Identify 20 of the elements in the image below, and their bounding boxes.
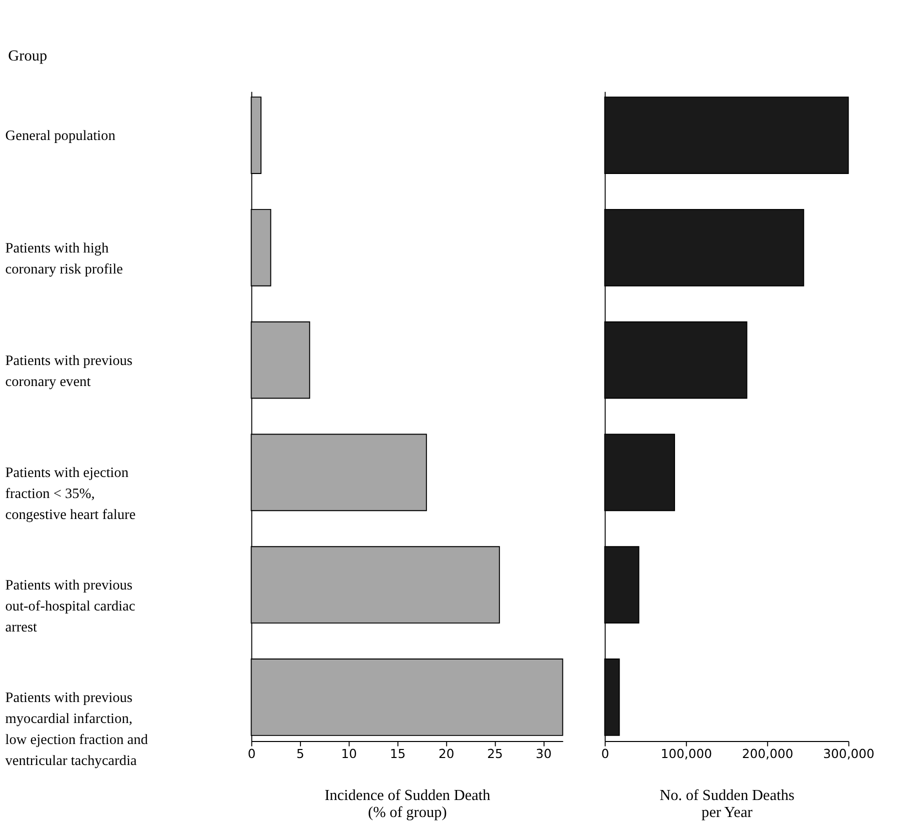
- x-axis-title: No. of Sudden Deaths per Year: [660, 786, 794, 821]
- x-tick-label: 100,000: [660, 746, 712, 761]
- y-tick-label: General population: [5, 128, 116, 144]
- x-tick-label: 10: [341, 746, 358, 761]
- x-tick-label: 0: [601, 746, 610, 761]
- x-tick-label: 5: [296, 746, 304, 761]
- x-tick-label: 30: [536, 746, 552, 761]
- x-tick-label: 25: [487, 746, 503, 761]
- x-tick-label: 20: [438, 746, 454, 761]
- y-axis-title: Group: [8, 47, 48, 64]
- y-tick-label: Patients with previous myocardial infarction, low ejection fraction and ventricular tachycardia: [5, 690, 148, 770]
- x-tick-label: 300,000: [823, 746, 875, 761]
- y-tick-label: Patients with previous out-of-hospital cardiac arrest: [5, 578, 136, 636]
- y-tick-label: Patients with ejection fraction < 35%, congestive heart falure: [5, 465, 136, 524]
- x-tick-label: 200,000: [742, 746, 794, 761]
- x-tick-label: 0: [248, 746, 256, 761]
- y-tick-label: Patients with previous coronary event: [5, 352, 133, 390]
- x-axis-title: Incidence of Sudden Death (% of group): [324, 786, 491, 821]
- x-tick-label: 15: [390, 746, 406, 761]
- y-tick-label: Patients with high coronary risk profile: [5, 240, 123, 278]
